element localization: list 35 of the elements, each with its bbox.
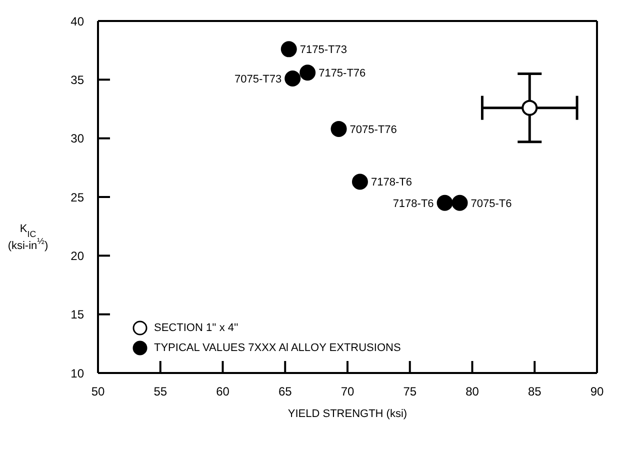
y-tick-label: 25 bbox=[70, 190, 84, 204]
data-label: 7175-T73 bbox=[300, 44, 347, 56]
point bbox=[436, 194, 453, 211]
point bbox=[352, 174, 368, 190]
point bbox=[452, 194, 468, 211]
point bbox=[284, 70, 301, 86]
point bbox=[280, 41, 297, 58]
y-tick-label: 35 bbox=[70, 72, 84, 87]
x-tick-label: 80 bbox=[466, 384, 480, 399]
x-tick-label: 65 bbox=[278, 384, 292, 399]
y-tick-label: 30 bbox=[70, 132, 84, 146]
point bbox=[330, 120, 347, 137]
x-tick-label: 90 bbox=[590, 384, 604, 399]
point bbox=[300, 64, 316, 81]
data-label: 7175-T76 bbox=[318, 68, 366, 80]
x-tick-label: 55 bbox=[154, 384, 168, 399]
legend-label: SECTION 1'' x 4'' bbox=[154, 321, 238, 336]
x-tick-label: 75 bbox=[403, 384, 417, 399]
legend-label: TYPICAL VALUES 7XXX Al ALLOY EXTRUSIONS bbox=[154, 341, 401, 356]
y-tick-label: 15 bbox=[70, 308, 84, 322]
data-label: 7075-T6 bbox=[470, 198, 512, 210]
x-tick-label: 50 bbox=[91, 384, 105, 399]
x-tick-label: 60 bbox=[216, 384, 230, 399]
x-tick-label: 70 bbox=[340, 384, 354, 399]
y-tick-label: 40 bbox=[70, 14, 84, 28]
point bbox=[522, 100, 538, 116]
data-label: 7178-T6 bbox=[392, 198, 434, 210]
data-label: 7178-T6 bbox=[370, 176, 412, 189]
y-tick-label: 10 bbox=[70, 366, 84, 380]
data-label: 7075-T73 bbox=[234, 73, 282, 86]
y-tick-label: 20 bbox=[70, 248, 84, 263]
x-axis-title: YIELD STRENGTH (ksi) bbox=[288, 408, 408, 420]
y-axis-title: K$_{IC}$ (ksi-in$^{½}$) bbox=[8, 223, 48, 252]
data-label: 7075-T76 bbox=[350, 124, 397, 136]
x-tick-label: 85 bbox=[528, 384, 542, 399]
